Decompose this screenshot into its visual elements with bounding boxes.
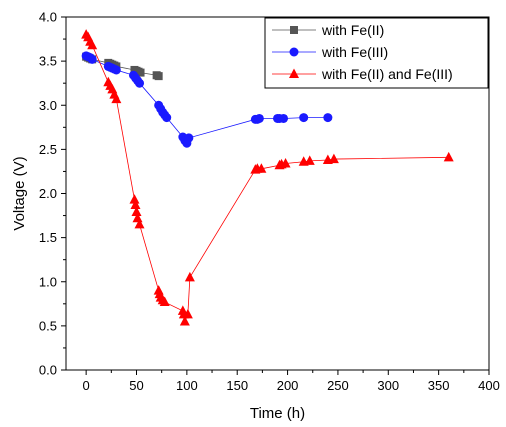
x-tick-label: 200 <box>277 378 299 393</box>
data-point-series-3 <box>179 315 190 326</box>
x-tick-label: 100 <box>176 378 198 393</box>
data-point-series-1 <box>136 68 145 77</box>
legend-marker <box>289 68 299 78</box>
data-point-series-2 <box>323 113 333 123</box>
data-point-series-2 <box>135 78 145 88</box>
y-axis-ticks: 0.0 0.5 1.0 1.5 2.0 2.5 3.0 3.5 4.0 <box>39 10 66 378</box>
legend-marker <box>290 26 298 34</box>
y-tick-label: 3.5 <box>39 54 57 69</box>
y-tick-label: 2.5 <box>39 142 57 157</box>
legend-label: with Fe(II) and Fe(III) <box>321 66 453 82</box>
y-tick-label: 1.5 <box>39 230 57 245</box>
y-tick-label: 3.0 <box>39 98 57 113</box>
y-axis-label: Voltage (V) <box>11 156 28 230</box>
data-point-series-3 <box>280 157 291 168</box>
series-markers <box>81 29 454 326</box>
legend: with Fe(II) with Fe(III) with Fe(II) and F… <box>264 17 489 89</box>
data-point-series-3 <box>87 39 98 50</box>
data-point-series-2 <box>299 113 309 123</box>
data-point-series-2 <box>87 54 97 64</box>
legend-marker <box>289 47 299 57</box>
x-tick-label: 50 <box>129 378 143 393</box>
data-point-series-3 <box>129 194 140 204</box>
data-point-series-3 <box>131 206 142 217</box>
data-point-series-3 <box>328 153 339 164</box>
y-tick-label: 0.5 <box>39 318 57 333</box>
data-point-series-2 <box>279 113 289 123</box>
data-point-series-3 <box>256 163 267 173</box>
data-point-series-3 <box>184 271 195 282</box>
data-point-series-2 <box>254 113 264 123</box>
x-axis-ticks: 0 50 100 150 200 250 300 350 400 <box>83 370 500 393</box>
x-tick-label: 150 <box>226 378 248 393</box>
x-tick-label: 250 <box>327 378 349 393</box>
data-point-series-3 <box>111 93 122 104</box>
data-point-series-2 <box>184 133 194 143</box>
x-tick-label: 0 <box>83 378 90 393</box>
data-point-series-2 <box>111 65 121 75</box>
data-point-series-3 <box>304 155 315 165</box>
x-tick-label: 400 <box>478 378 500 393</box>
y-tick-label: 0.0 <box>39 363 57 378</box>
data-point-series-2 <box>162 113 172 123</box>
data-point-series-3 <box>159 296 170 307</box>
data-point-series-3 <box>443 151 454 162</box>
legend-label: with Fe(III) <box>321 44 388 60</box>
series-line-1 <box>85 56 159 77</box>
data-point-series-3 <box>134 218 145 229</box>
data-point-series-3 <box>182 308 193 319</box>
x-axis-label: Time (h) <box>250 405 305 422</box>
x-tick-label: 350 <box>428 378 450 393</box>
y-tick-label: 2.0 <box>39 186 57 201</box>
data-point-series-1 <box>154 72 163 81</box>
legend-label: with Fe(II) <box>321 22 384 38</box>
x-tick-label: 300 <box>377 378 399 393</box>
data-point-series-3 <box>130 199 141 209</box>
y-tick-label: 1.0 <box>39 274 57 289</box>
y-tick-label: 4.0 <box>39 10 57 25</box>
